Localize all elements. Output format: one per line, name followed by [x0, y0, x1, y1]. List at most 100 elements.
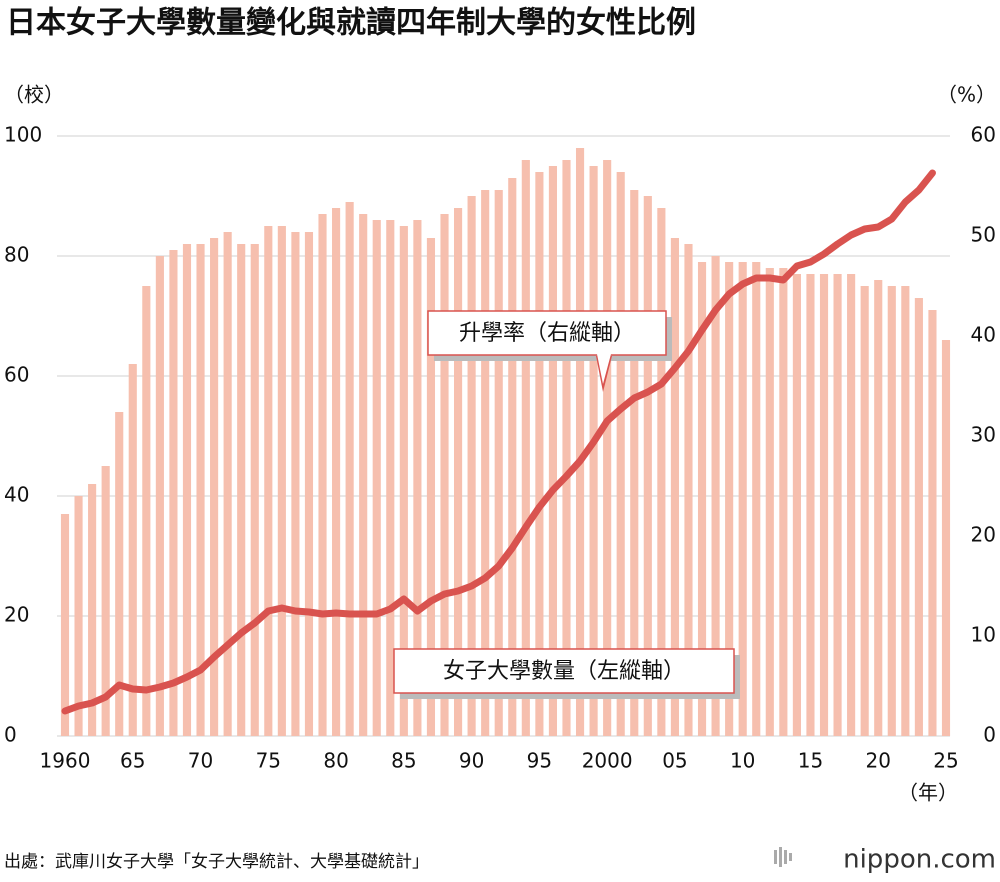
logo-mark [774, 847, 792, 867]
bar [752, 262, 761, 736]
annotation: 女子大學數量（左縱軸） [443, 659, 685, 684]
x-tick-label: 25 [933, 749, 958, 773]
bar [833, 274, 842, 736]
bar [155, 256, 164, 736]
y2-tick-label: 0 [983, 723, 996, 747]
bar [779, 268, 788, 736]
bar [575, 148, 585, 736]
bar [521, 160, 530, 736]
bar [453, 208, 463, 736]
bar [643, 196, 652, 736]
bar [318, 214, 327, 736]
bar [481, 190, 490, 736]
bar [345, 202, 354, 736]
bar [60, 514, 70, 736]
bar [928, 310, 937, 736]
x-tick-label: 75 [256, 749, 281, 773]
bar [399, 226, 408, 736]
bar [359, 214, 368, 736]
x-axis-label: （年） [898, 781, 958, 805]
bar [684, 244, 693, 736]
y2-tick-label: 40 [971, 323, 996, 347]
bar [250, 244, 259, 736]
plot: 0 20 40 60 80 100 0 10 20 30 40 50 60 1960 65 70 75 80 85 9… [4, 123, 996, 773]
y2-tick-label: 50 [971, 223, 996, 247]
y-axis-label: （校） [4, 83, 64, 107]
y-tick-label: 20 [4, 603, 29, 627]
bar [874, 280, 883, 736]
bar [901, 286, 910, 736]
bar [386, 220, 395, 736]
bar [711, 256, 720, 736]
line [61, 169, 936, 715]
bar [725, 262, 734, 736]
x-tick-label: 20 [866, 749, 891, 773]
x-tick-label: 10 [730, 749, 755, 773]
bar [264, 226, 273, 736]
x-tick-label: 95 [527, 749, 552, 773]
bar [616, 172, 625, 736]
bar [304, 232, 314, 736]
bar [887, 286, 896, 736]
y-tick-label: 0 [4, 723, 17, 747]
bar [657, 208, 666, 736]
x-tick-label: 1960 [40, 749, 91, 773]
bar [630, 190, 639, 736]
x-tick-label: 15 [798, 749, 823, 773]
x-tick-label: 2000 [582, 749, 633, 773]
bar [670, 238, 679, 736]
bar [806, 274, 815, 736]
bar [74, 496, 83, 736]
bar [765, 268, 774, 736]
bar [291, 232, 300, 736]
callout-count: 女子大學數量（左縱軸） [393, 648, 740, 699]
bar [697, 262, 707, 736]
annotation: 升學率（右縱軸） [459, 321, 635, 346]
logo: nippon.com [843, 845, 996, 875]
bar [413, 220, 422, 736]
bar [535, 172, 544, 736]
bar [914, 298, 923, 736]
y2-tick-label: 20 [971, 523, 996, 547]
y2-tick-label: 60 [971, 123, 996, 147]
bar [115, 412, 124, 736]
bar [860, 286, 869, 736]
bar [182, 244, 192, 736]
bar [88, 484, 97, 736]
bar [562, 160, 571, 736]
bar [738, 262, 747, 736]
x-tick-label: 90 [459, 749, 484, 773]
y-tick-label: 60 [4, 363, 29, 387]
bar [819, 274, 829, 736]
bar [210, 238, 219, 736]
bar [277, 226, 286, 736]
bar [372, 220, 381, 736]
bar [508, 178, 517, 736]
bar [792, 274, 801, 736]
bar [237, 244, 246, 736]
x-tick-label: 85 [391, 749, 416, 773]
bar [196, 244, 205, 736]
callout-rate: 升學率（右縱軸） [427, 310, 672, 392]
bar [101, 466, 110, 736]
source: 出處：武庫川女子大學「女子大學統計、大學基礎統計」 [4, 852, 429, 872]
bar [467, 196, 476, 736]
x-tick-label: 65 [120, 749, 145, 773]
bar [142, 286, 151, 736]
chart-title: 日本女子大學數量變化與就讀四年制大學的女性比例 [6, 6, 696, 41]
y-tick-label: 100 [4, 123, 42, 147]
bar [223, 232, 232, 736]
y-tick-label: 80 [4, 243, 29, 267]
bar [332, 208, 341, 736]
bar [128, 364, 137, 736]
y2-tick-label: 10 [971, 623, 996, 647]
x-tick-label: 70 [188, 749, 213, 773]
y-tick-label: 40 [4, 483, 29, 507]
bar [589, 166, 598, 736]
x-tick-label: 80 [323, 749, 348, 773]
y2-tick-label: 30 [971, 423, 996, 447]
bar [440, 214, 449, 736]
bar [494, 190, 503, 736]
bar [548, 166, 558, 736]
